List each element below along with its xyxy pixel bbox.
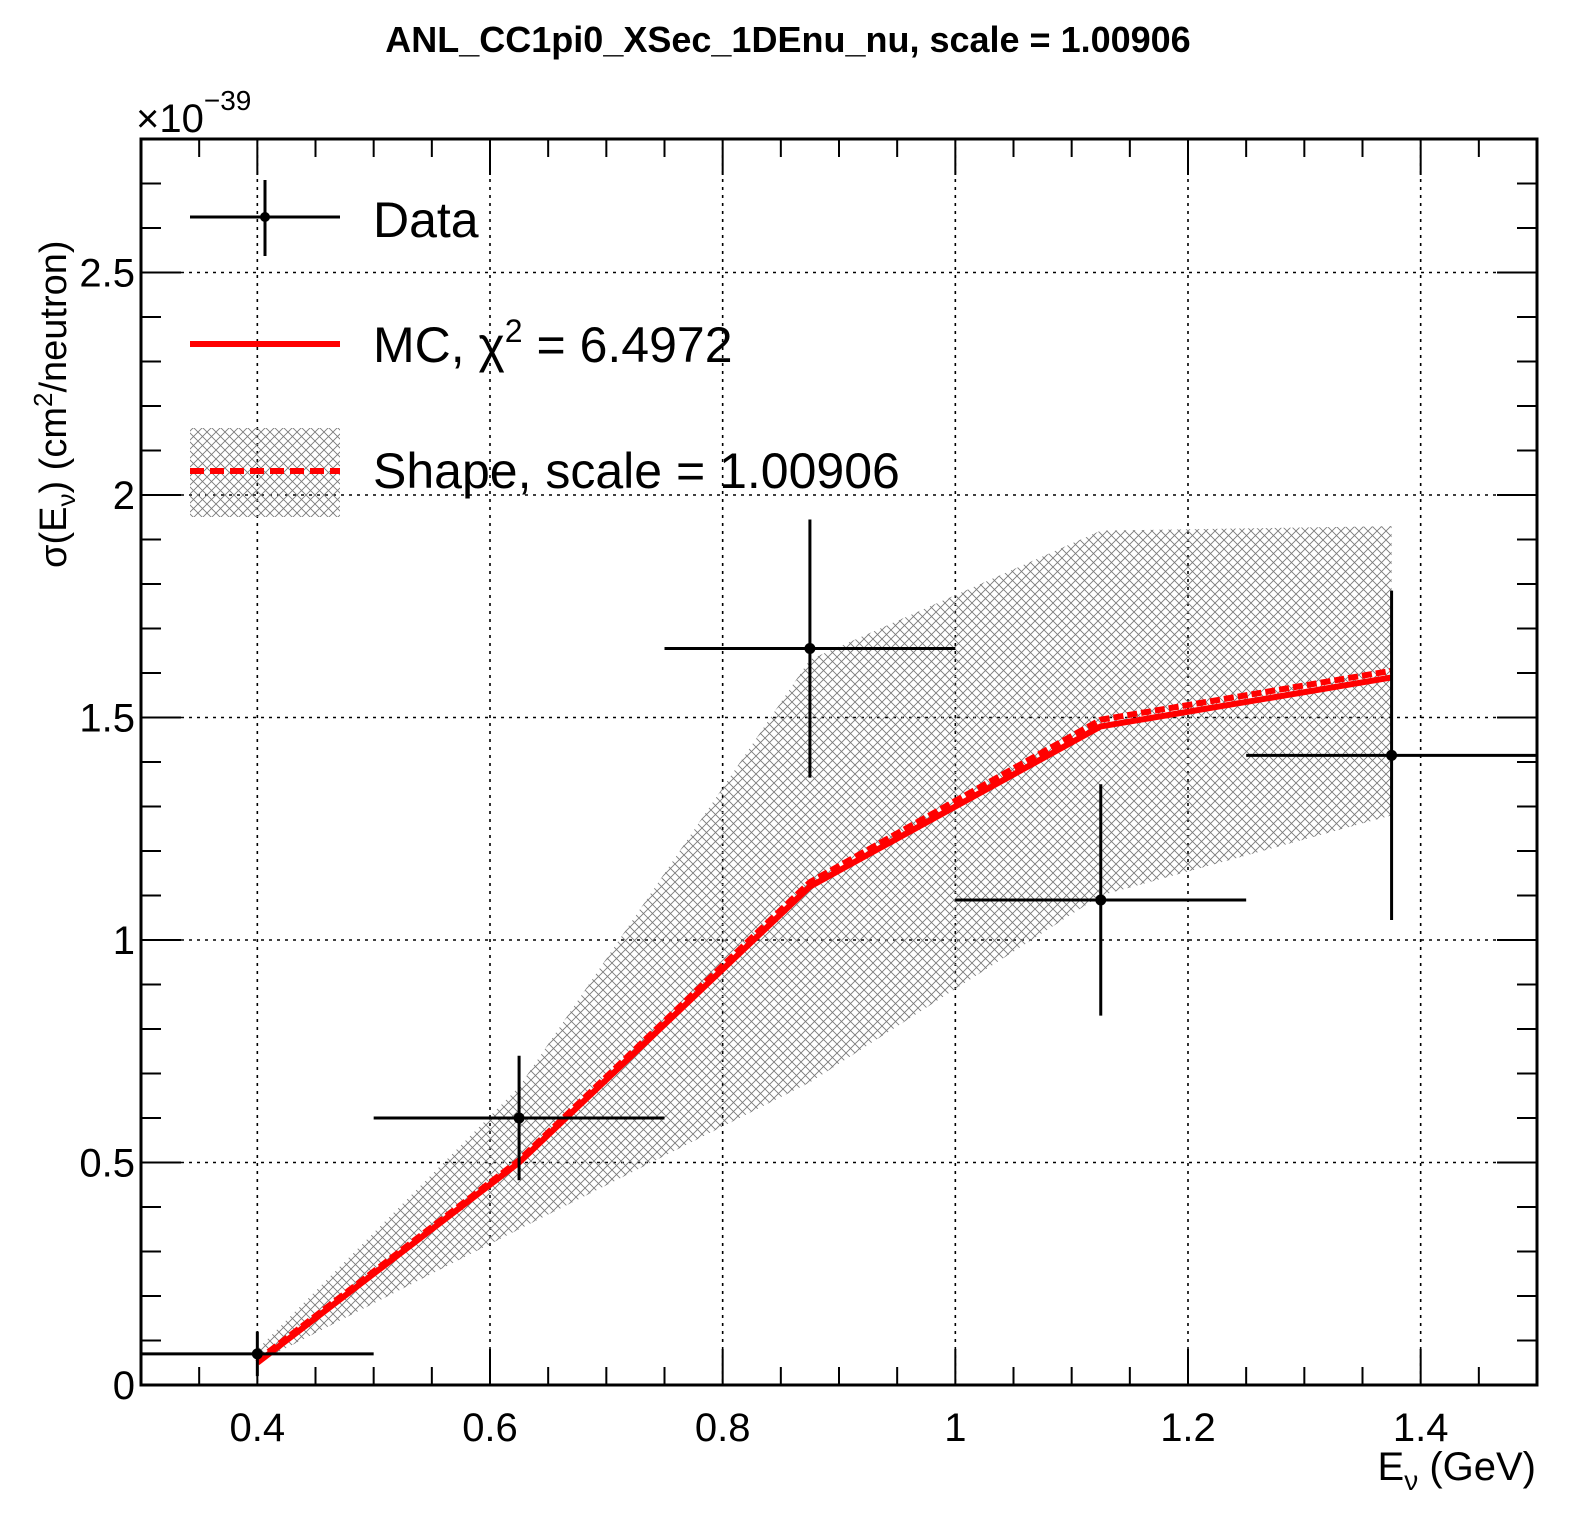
legend: Data MC, χ2 = 6.4972 Shape, scale = 1.00…	[190, 180, 900, 517]
y-tick-label: 0.5	[79, 1142, 135, 1186]
x-axis-title: Eν (GeV)	[1378, 1445, 1536, 1496]
y-axis-title-sup: 2	[28, 393, 58, 407]
y-tick-label: 1	[113, 919, 135, 963]
data-marker	[804, 643, 816, 655]
y-exponent-label: ×10−39	[136, 85, 251, 141]
x-tick-label: 1.2	[1160, 1406, 1216, 1450]
x-axis-title-main: E	[1378, 1445, 1405, 1489]
y-axis-title-c: /neutron)	[33, 240, 75, 392]
y-tick-label: 2.5	[79, 252, 135, 296]
y-axis-title-sub: ν	[51, 494, 81, 507]
mc-line	[255, 674, 1393, 1366]
data-point	[373, 1055, 665, 1181]
y-tick-label: 2	[113, 474, 135, 518]
exponent-base: ×10	[136, 97, 204, 141]
x-axis-title-tail: (GeV)	[1418, 1445, 1536, 1489]
y-tick-label: 0	[113, 1364, 135, 1408]
legend-mc-prefix: MC,	[373, 317, 479, 373]
exponent-power: −39	[204, 85, 252, 116]
data-point	[664, 519, 956, 778]
legend-mc-sup: 2	[505, 313, 523, 349]
legend-data-marker	[190, 180, 340, 256]
y-axis-title-b: ) (cm	[33, 407, 75, 494]
data-marker	[1386, 749, 1398, 761]
legend-mc-suffix: = 6.4972	[523, 317, 733, 373]
data-points-layer	[141, 519, 1537, 1377]
x-tick-label: 0.4	[230, 1406, 286, 1450]
mc-lines-layer	[255, 667, 1393, 1366]
legend-mc-chi: χ	[479, 317, 505, 373]
legend-data-label: Data	[373, 192, 479, 248]
tick-labels: 0.4 0.6 0.8 1 1.2 1.4 0 0.5 1 1.5 2 2.5	[79, 252, 1448, 1451]
legend-mc-label: MC, χ2 = 6.4972	[373, 313, 733, 373]
data-point	[955, 784, 1247, 1016]
data-point	[1246, 590, 1537, 920]
data-marker	[513, 1112, 525, 1124]
x-tick-label: 0.8	[695, 1406, 751, 1450]
shape-uncertainty-band	[257, 526, 1392, 1363]
chart-title: ANL_CC1pi0_XSec_1DEnu_nu, scale = 1.0090…	[385, 19, 1190, 60]
x-tick-label: 0.6	[462, 1406, 518, 1450]
x-axis-title-sub: ν	[1404, 1465, 1418, 1496]
data-marker	[1095, 894, 1107, 906]
shape-band-layer	[257, 526, 1392, 1363]
x-tick-label: 1.4	[1393, 1406, 1449, 1450]
y-axis-title: σ(Eν) (cm2/neutron)	[28, 240, 81, 568]
plot-frame	[139, 137, 1539, 1387]
x-tick-label: 1	[944, 1406, 966, 1450]
y-axis-title-a: σ(E	[33, 507, 75, 568]
legend-shape-label: Shape, scale = 1.00906	[373, 443, 900, 499]
y-tick-label: 1.5	[79, 697, 135, 741]
